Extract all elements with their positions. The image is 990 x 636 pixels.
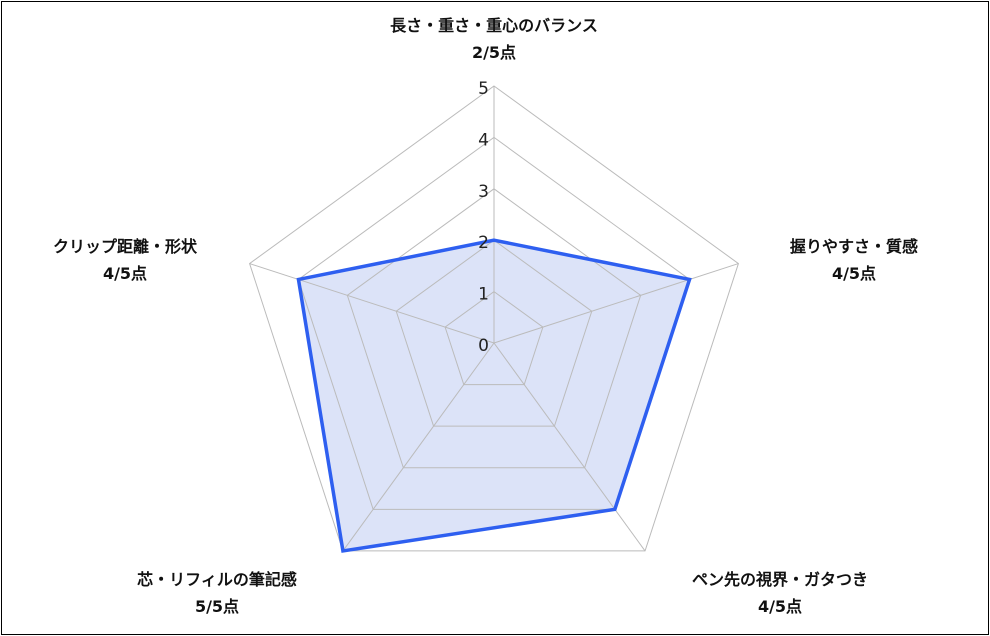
data-area (298, 240, 690, 551)
axis-label: 芯・リフィルの筆記感 (137, 570, 297, 589)
tick-label: 1 (478, 285, 489, 305)
tick-label: 0 (478, 336, 489, 356)
grid-ring-5 (248, 85, 740, 552)
axis-line (493, 263, 739, 344)
axis-line (342, 342, 495, 552)
tick-label: 4 (478, 130, 489, 150)
axis-label: クリップ距離・形状 (53, 237, 198, 256)
axis-label: ペン先の視界・ガタつき (692, 570, 868, 589)
axis-score-label: 4/5点 (103, 264, 147, 283)
axis-score-label: 4/5点 (832, 264, 876, 283)
axis-label: 長さ・重さ・重心のバランス (390, 16, 598, 35)
grid-ring-1 (444, 290, 544, 386)
axis-score-label: 4/5点 (758, 597, 802, 616)
grid-ring-2 (395, 239, 593, 427)
axis-label: 握りやすさ・質感 (790, 237, 918, 256)
tick-label: 2 (478, 233, 489, 253)
axis-line (493, 342, 646, 552)
grid-ring-3 (346, 188, 642, 469)
tick-label: 3 (478, 182, 489, 202)
tick-label: 5 (478, 79, 489, 99)
axis-line (249, 263, 495, 344)
grid-ring-4 (297, 136, 691, 510)
data-line (296, 238, 692, 553)
axis-score-label: 5/5点 (195, 597, 239, 616)
axis-score-label: 2/5点 (472, 43, 516, 62)
